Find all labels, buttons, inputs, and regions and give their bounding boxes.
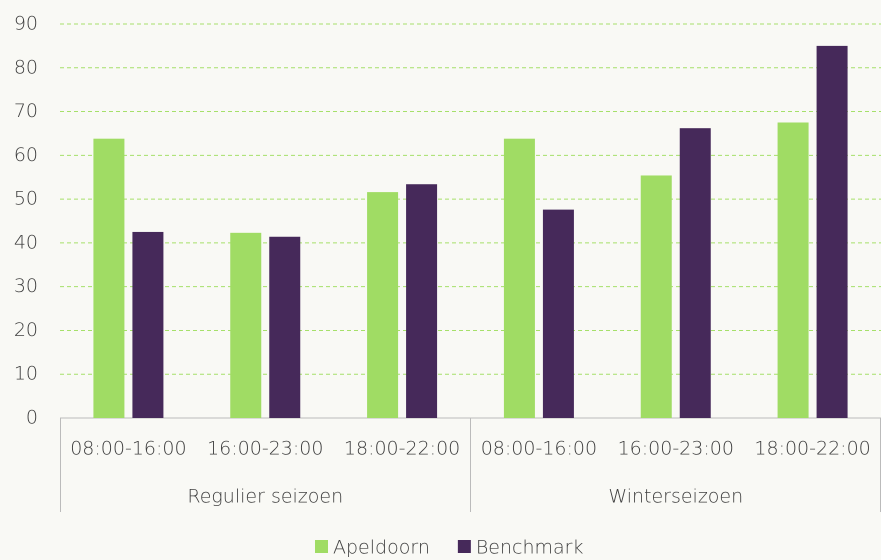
legend-label: Apeldoorn <box>333 537 430 559</box>
y-tick-label: 10 <box>14 363 38 385</box>
bar <box>367 192 399 418</box>
y-tick-label: 40 <box>14 231 38 253</box>
bar <box>269 236 301 418</box>
x-tick-label: 16:00-23:00 <box>618 438 734 460</box>
y-tick-label: 60 <box>14 144 38 166</box>
bar <box>93 138 125 418</box>
bar <box>640 175 672 418</box>
bar <box>777 122 809 418</box>
x-tick-label: 08:00-16:00 <box>70 438 186 460</box>
bar <box>230 232 262 418</box>
y-tick-label: 80 <box>14 56 38 78</box>
group-label: Regulier seizoen <box>187 486 343 508</box>
bar <box>406 184 438 418</box>
legend-label: Benchmark <box>476 537 584 559</box>
y-tick-label: 20 <box>14 319 38 341</box>
y-tick-label: 50 <box>14 188 38 210</box>
y-tick-label: 70 <box>14 100 38 122</box>
y-tick-label: 90 <box>14 13 38 35</box>
bar <box>542 209 574 418</box>
x-tick-label: 08:00-16:00 <box>481 438 597 460</box>
x-tick-label: 16:00-23:00 <box>207 438 323 460</box>
bar <box>679 128 711 419</box>
bar <box>132 231 164 418</box>
group-label: Winterseizoen <box>608 486 743 508</box>
y-tick-label: 0 <box>26 407 38 429</box>
legend-swatch <box>315 540 328 553</box>
bar <box>816 45 848 419</box>
x-tick-label: 18:00-22:00 <box>754 438 870 460</box>
bar <box>503 138 535 418</box>
x-tick-label: 18:00-22:00 <box>344 438 460 460</box>
legend-swatch <box>457 540 471 553</box>
y-tick-label: 30 <box>14 275 38 297</box>
